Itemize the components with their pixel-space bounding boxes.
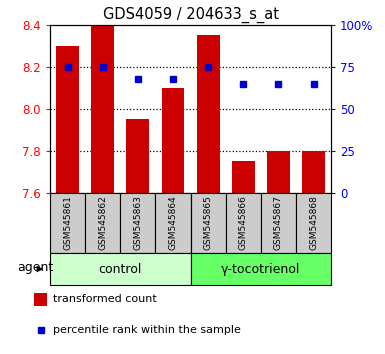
Bar xyxy=(267,151,290,193)
Bar xyxy=(302,151,325,193)
Text: control: control xyxy=(99,263,142,275)
Text: GSM545868: GSM545868 xyxy=(309,195,318,251)
Text: agent: agent xyxy=(18,261,54,274)
Bar xyxy=(191,193,226,253)
Bar xyxy=(261,193,296,253)
Text: GSM545861: GSM545861 xyxy=(63,195,72,251)
Bar xyxy=(226,193,261,253)
Text: GSM545863: GSM545863 xyxy=(133,195,142,251)
Bar xyxy=(50,193,85,253)
Bar xyxy=(296,193,331,253)
Text: GSM545866: GSM545866 xyxy=(239,195,248,251)
Bar xyxy=(197,35,219,193)
Bar xyxy=(85,193,120,253)
Text: GSM545867: GSM545867 xyxy=(274,195,283,251)
Text: γ-tocotrienol: γ-tocotrienol xyxy=(221,263,301,275)
Bar xyxy=(50,253,191,285)
Bar xyxy=(126,119,149,193)
Text: transformed count: transformed count xyxy=(53,295,157,304)
Bar xyxy=(162,88,184,193)
Title: GDS4059 / 204633_s_at: GDS4059 / 204633_s_at xyxy=(102,7,279,23)
Bar xyxy=(56,46,79,193)
Text: GSM545865: GSM545865 xyxy=(204,195,213,251)
Bar xyxy=(91,25,114,193)
Text: GSM545864: GSM545864 xyxy=(169,196,177,250)
Bar xyxy=(156,193,191,253)
Bar xyxy=(120,193,156,253)
Text: GSM545862: GSM545862 xyxy=(98,196,107,250)
Bar xyxy=(232,161,255,193)
Bar xyxy=(34,293,47,306)
Bar xyxy=(191,253,331,285)
Text: percentile rank within the sample: percentile rank within the sample xyxy=(53,325,241,335)
